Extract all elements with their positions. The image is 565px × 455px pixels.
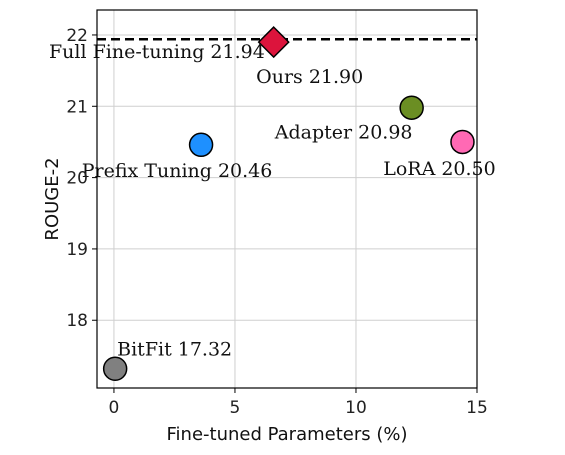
y-tick-label: 21 bbox=[66, 97, 88, 117]
full-finetuning-label: Full Fine-tuning 21.94 bbox=[49, 41, 265, 63]
data-point bbox=[450, 129, 475, 155]
y-tick-label: 22 bbox=[66, 26, 88, 46]
point-label: Adapter 20.98 bbox=[274, 122, 413, 144]
point-label: LoRA 20.50 bbox=[383, 158, 496, 180]
x-tick-label: 0 bbox=[109, 398, 120, 418]
y-tick-label: 18 bbox=[66, 311, 88, 331]
x-tick-label: 5 bbox=[230, 398, 241, 418]
data-point-diamond bbox=[257, 26, 290, 59]
point-labels: Ours 21.90 Adapter 20.98 LoRA 20.50 Prefix … bbox=[49, 41, 496, 361]
y-tick-label: 19 bbox=[66, 240, 88, 260]
x-tick-label: 10 bbox=[345, 398, 367, 418]
data-point bbox=[399, 95, 424, 120]
points bbox=[102, 26, 475, 381]
data-point bbox=[102, 356, 128, 381]
data-point bbox=[188, 132, 214, 158]
plot-frame bbox=[96, 9, 478, 389]
x-axis-label: Fine-tuned Parameters (%) bbox=[166, 424, 407, 445]
point-label: BitFit 17.32 bbox=[117, 339, 232, 361]
y-axis-label: ROUGE-2 bbox=[42, 157, 63, 240]
y-tick-label: 20 bbox=[66, 169, 88, 189]
point-label: Ours 21.90 bbox=[256, 66, 363, 88]
ticks: 0 5 10 15 18 19 20 21 22 bbox=[66, 26, 487, 418]
x-tick-label: 15 bbox=[466, 398, 488, 418]
point-label: Prefix Tuning 20.46 bbox=[82, 160, 273, 182]
